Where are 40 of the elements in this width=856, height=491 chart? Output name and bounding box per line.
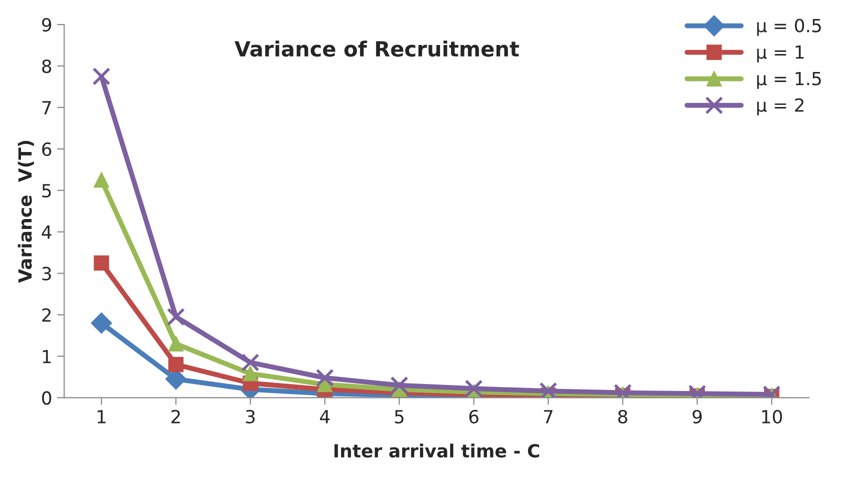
point — [241, 353, 260, 372]
x-tick-label: 2 — [171, 410, 180, 424]
point — [92, 67, 110, 86]
point — [464, 380, 483, 398]
y-tick-label: 5 — [42, 184, 51, 198]
y-axis-title: Variance V(T) — [18, 140, 34, 283]
y-tick-label: 8 — [42, 59, 52, 74]
x-tick-label: 6 — [469, 410, 478, 424]
y-tick-label: 7 — [42, 101, 51, 114]
legend-label: μ = 2 — [757, 98, 804, 116]
legend-label: μ = 0.5 — [757, 18, 821, 36]
point — [539, 382, 558, 398]
point — [94, 255, 110, 271]
x-tick-label: 9 — [692, 410, 702, 424]
point — [316, 368, 334, 387]
x-axis-title: Inter arrival time - C — [334, 444, 540, 458]
legend-label: μ = 1.5 — [757, 72, 821, 89]
point — [242, 366, 258, 382]
text: Variance of Recruitment — [234, 40, 520, 57]
point — [168, 336, 184, 352]
y-tick-label: 6 — [42, 142, 52, 156]
y-tick-label: 2 — [42, 308, 51, 322]
y-tick-label: 1 — [42, 350, 51, 364]
x-tick-label: 10 — [762, 410, 782, 424]
x-tick-label: 3 — [246, 410, 255, 424]
x-tick-label: 1 — [98, 410, 106, 424]
x-tick-label: 5 — [394, 410, 404, 424]
point — [90, 312, 112, 334]
x-tick-label: 4 — [320, 410, 330, 424]
legend-label: μ = 1 — [757, 45, 804, 62]
y-tick-label: 9 — [42, 18, 52, 32]
point — [166, 308, 185, 326]
y-tick-label: 0 — [42, 391, 52, 405]
x-tick-label: 7 — [544, 410, 552, 424]
y-tick-label: 4 — [42, 226, 52, 239]
point — [390, 376, 408, 394]
y-tick-label: 3 — [42, 266, 51, 280]
x-tick-label: 8 — [618, 410, 628, 424]
point — [94, 172, 110, 188]
point — [168, 356, 184, 372]
